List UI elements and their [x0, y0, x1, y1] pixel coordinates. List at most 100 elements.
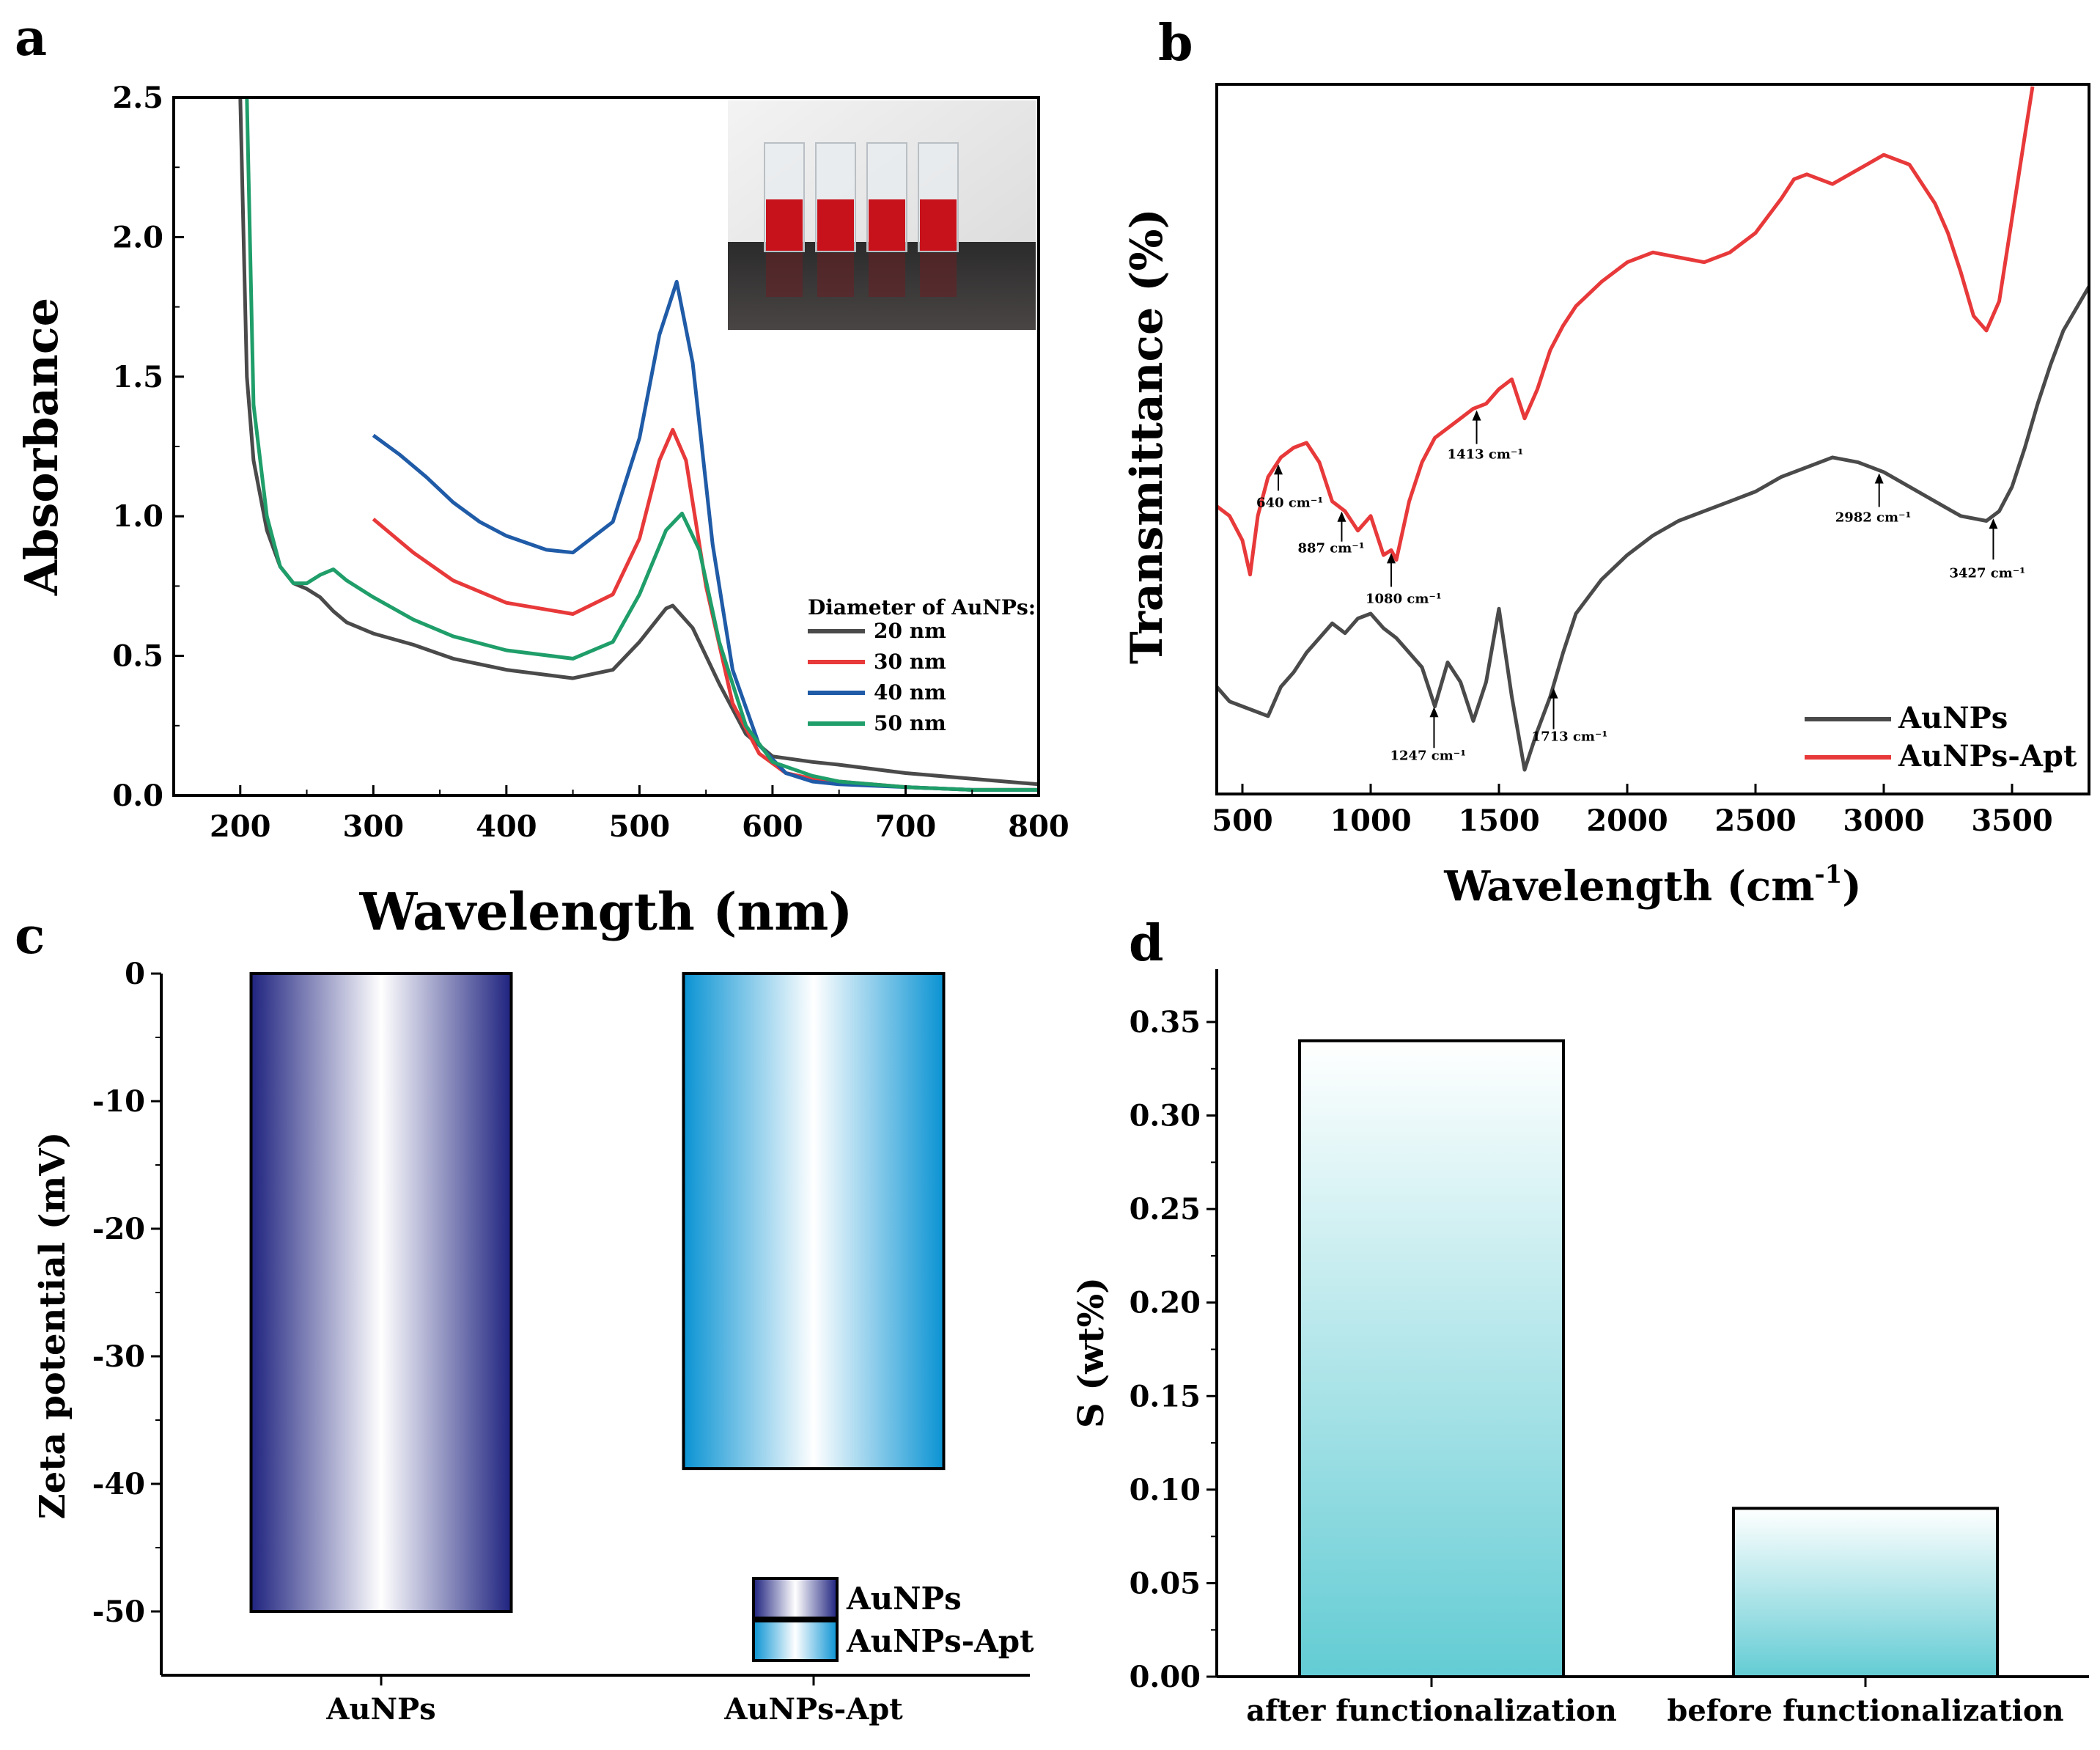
legend-c-swatch-0 [752, 1577, 839, 1620]
cuvette-liquid-0 [766, 199, 803, 251]
series-b-AuNPs-Apt [1215, 86, 2035, 577]
x-tick-label-c-0: AuNPs [325, 1692, 435, 1727]
x-tick-label-d-0: after functionalization [1246, 1694, 1617, 1728]
y-tick-label-c-2: -20 [92, 1212, 145, 1246]
chart-a-legend: Diameter of AuNPs: 20 nm 30 nm 40 nm 50 nm [808, 595, 1036, 735]
annotation-label-5: 1713 cm⁻¹ [1532, 729, 1608, 745]
y-tick-label-c-4: -40 [92, 1467, 145, 1501]
chart-b-axes: 500 1000 1500 2000 2500 3000 3500 [1212, 784, 2053, 838]
y-tick-label-a-0: 0.0 [112, 779, 163, 813]
chart-b-frame [1215, 83, 2090, 795]
y-tick-label-a-4: 2.0 [112, 220, 163, 254]
chart-a-axes: 200 300 400 500 600 700 800 0.0 0.5 1.0 1.5 2.0 2.5 [112, 81, 1069, 844]
annotation-label-4: 1247 cm⁻¹ [1390, 748, 1466, 763]
annotation-label-7: 3427 cm⁻¹ [1949, 565, 2025, 581]
chart-d-axes: 0.00 0.05 0.10 0.15 0.20 0.25 0.30 0.35 after fu… [1130, 1005, 2064, 1728]
x-tick-label-b-2: 1500 [1458, 804, 1539, 838]
y-tick-label-d-5: 0.25 [1130, 1192, 1201, 1227]
x-tick-label-a-1: 300 [343, 809, 405, 844]
y-tick-label-c-1: -10 [92, 1084, 145, 1119]
chart-a-xlabel: Wavelength (nm) [359, 881, 853, 942]
y-tick-label-c-3: -30 [92, 1339, 145, 1374]
series-a-40-nm [372, 279, 1039, 792]
chart-a-ylabel: Absorbance [15, 298, 68, 596]
chart-a-series [238, 97, 1039, 792]
chart-d-bars [1298, 1039, 1999, 1678]
x-tick-label-b-1: 1000 [1330, 804, 1411, 838]
cuvette-liquid-2 [869, 199, 905, 251]
x-tick-label-b-4: 2500 [1714, 804, 1796, 838]
legend-c-label-0: AuNPs [846, 1581, 962, 1617]
series-b-AuNPs [1215, 285, 2091, 772]
y-tick-label-a-3: 1.5 [112, 360, 163, 394]
x-tick-label-a-6: 800 [1008, 809, 1069, 844]
legend-a-label-1: 30 nm [874, 650, 946, 674]
annotation-label-2: 1080 cm⁻¹ [1366, 591, 1442, 606]
x-tick-label-a-2: 400 [476, 809, 537, 844]
x-tick-label-a-0: 200 [210, 809, 271, 844]
x-tick-label-b-0: 500 [1212, 804, 1273, 838]
chart-c-legend: AuNPs AuNPs-Apt [752, 1577, 1034, 1662]
chart-b-legend: AuNPs AuNPs-Apt [1805, 701, 2077, 773]
legend-c-swatch-1 [752, 1620, 839, 1662]
cuvette-liquid-1 [817, 199, 854, 251]
y-tick-label-a-1: 0.5 [112, 639, 163, 674]
x-tick-label-d-1: before functionalization [1667, 1694, 2063, 1728]
y-tick-label-d-3: 0.15 [1130, 1379, 1201, 1413]
chart-b-xlabel: Wavelength (cm-1) [1443, 860, 1861, 911]
legend-b-label-1: AuNPs-Apt [1898, 739, 2077, 773]
y-tick-label-d-2: 0.10 [1130, 1473, 1201, 1507]
cuvette-reflection-3 [920, 253, 957, 297]
chart-d-ylabel: S (wt%) [1071, 1277, 1112, 1428]
bar-d-1 [1732, 1507, 1999, 1678]
x-tick-label-a-3: 500 [609, 809, 671, 844]
annotation-arrowhead-6 [1874, 473, 1884, 484]
annotation-arrowhead-7 [1989, 518, 1998, 529]
annotation-label-1: 887 cm⁻¹ [1297, 541, 1364, 556]
chart-a: 200 300 400 500 600 700 8000.00.51.01.52.02.5 … [15, 81, 1069, 942]
chart-c: 0 -10 -20 -30 -40 -50 AuNPs AuNPs-Apt Zeta pote… [32, 957, 1034, 1727]
bar-d-0 [1298, 1039, 1565, 1678]
bar-c-1 [682, 972, 946, 1471]
x-tick-label-a-4: 600 [742, 809, 803, 844]
bar-c-0 [249, 972, 513, 1613]
annotation-arrowhead-2 [1387, 553, 1396, 564]
chart-c-bars [249, 972, 946, 1613]
x-tick-label-c-1: AuNPs-Apt [723, 1692, 903, 1727]
cuvette-reflection-0 [766, 253, 803, 297]
panel-a-label: a [15, 9, 47, 67]
y-tick-label-d-7: 0.35 [1130, 1005, 1201, 1040]
cuvette-liquid-3 [920, 199, 957, 251]
chart-c-ylabel: Zeta potential (mV) [32, 1132, 73, 1520]
panel-d-label: d [1129, 914, 1164, 973]
cuvette-reflection-1 [817, 253, 854, 297]
y-tick-label-d-4: 0.20 [1130, 1286, 1201, 1320]
inset-photo [728, 100, 1036, 330]
chart-d: 0.00 0.05 0.10 0.15 0.20 0.25 0.30 0.35 after fu… [1071, 969, 2089, 1728]
annotation-arrowhead-1 [1337, 511, 1346, 522]
annotation-arrowhead-4 [1429, 707, 1439, 718]
chart-b: 640 cm⁻¹ 887 cm⁻¹ 1080 cm⁻¹ 1413 cm⁻¹ 1247 c… [1121, 83, 2091, 911]
legend-c-label-1: AuNPs-Apt [846, 1623, 1034, 1659]
chart-a-legend-title: Diameter of AuNPs: [808, 595, 1036, 620]
series-a-50-nm [245, 97, 1039, 792]
y-tick-label-a-2: 1.0 [112, 499, 163, 534]
cuvette-reflection-2 [869, 253, 905, 297]
panel-b-label: b [1158, 14, 1193, 73]
annotation-arrowhead-5 [1549, 688, 1558, 699]
panel-c-label: c [15, 907, 45, 966]
y-tick-label-d-0: 0.00 [1130, 1660, 1201, 1694]
chart-c-axes: 0 -10 -20 -30 -40 -50 AuNPs AuNPs-Apt [92, 957, 903, 1727]
annotation-label-6: 2982 cm⁻¹ [1835, 510, 1912, 526]
y-tick-label-c-0: 0 [125, 957, 145, 991]
annotation-label-0: 640 cm⁻¹ [1256, 495, 1323, 510]
chart-b-series [1215, 86, 2091, 772]
legend-b-label-0: AuNPs [1898, 701, 2008, 735]
legend-a-label-3: 50 nm [874, 711, 946, 735]
x-tick-label-b-3: 2000 [1586, 804, 1668, 838]
legend-a-label-0: 20 nm [874, 619, 946, 643]
annotation-arrowhead-0 [1274, 464, 1283, 475]
x-tick-label-a-5: 700 [875, 809, 937, 844]
y-tick-label-a-5: 2.5 [112, 81, 163, 115]
